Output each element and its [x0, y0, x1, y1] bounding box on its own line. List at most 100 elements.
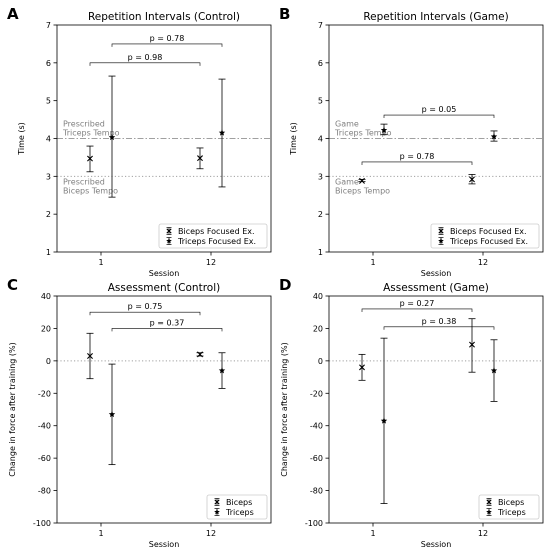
significance-bracket	[89, 62, 201, 66]
y-tick-label: 7	[318, 21, 323, 30]
y-tick-label: 4	[318, 135, 323, 144]
data-point-star	[490, 367, 498, 374]
significance-bracket	[111, 43, 223, 47]
data-point-x	[197, 351, 203, 358]
reference-label: Biceps Tempo	[335, 186, 390, 195]
data-point-star	[380, 417, 388, 424]
y-tick-label: 2	[46, 210, 51, 219]
y-tick-label: -100	[33, 519, 51, 528]
legend-entry: Biceps Focused Ex.	[450, 227, 527, 236]
y-tick-label: -60	[38, 454, 51, 463]
legend-box	[478, 494, 540, 520]
panel-d: D Assessment (Game) p = 0.27 p = 0.38 -100 -8…	[279, 276, 544, 549]
p-value-label: p = 0.05	[422, 105, 457, 114]
legend-entry: Triceps	[497, 508, 526, 517]
y-tick-label: 40	[41, 292, 51, 301]
significance-bracket	[89, 311, 201, 316]
panel-c: C Assessment (Control) p = 0.75 p = 0.37 -10…	[7, 276, 272, 549]
legend-marker-x	[438, 228, 444, 234]
x-axis-label: Session	[149, 269, 180, 278]
legend-box	[430, 223, 540, 249]
significance-bracket	[383, 326, 495, 330]
legend-box	[158, 223, 268, 249]
panel-letter: B	[279, 5, 290, 23]
y-tick-label: 6	[46, 59, 51, 68]
chart-title: Assessment (Control)	[108, 282, 220, 294]
reference-label: Prescribed	[63, 120, 105, 129]
y-tick-label: -40	[310, 422, 323, 431]
y-axis-label: Time (s)	[17, 122, 26, 156]
data-point-x	[469, 176, 475, 183]
y-axis-label: Change in force after training (%)	[280, 342, 289, 477]
reference-label: Triceps Tempo	[334, 129, 392, 138]
data-point-x	[359, 177, 365, 184]
legend-entry: Biceps	[498, 498, 524, 507]
legend-marker-x	[486, 499, 492, 505]
reference-label: Biceps Tempo	[63, 186, 118, 195]
reference-label: Game	[335, 177, 359, 186]
p-value-label: p = 0.98	[128, 53, 163, 62]
legend-marker-star	[486, 509, 492, 515]
legend-entry: Triceps	[225, 508, 254, 517]
panel-a: A Repetition Intervals (Control) Prescribe…	[7, 5, 272, 278]
p-value-label: p = 0.38	[422, 317, 457, 326]
data-point-x	[359, 364, 365, 371]
plot-frame	[56, 295, 272, 524]
x-tick-label: 12	[478, 529, 488, 538]
data-point-star	[218, 129, 226, 136]
p-value-label: p = 0.78	[400, 152, 435, 161]
y-axis-label: Change in force after training (%)	[8, 342, 17, 477]
data-point-star	[218, 367, 226, 374]
y-tick-label: -20	[310, 389, 323, 398]
chart-title: Repetition Intervals (Control)	[88, 11, 240, 23]
legend-marker-star	[166, 238, 172, 244]
y-tick-label: -80	[38, 487, 51, 496]
y-tick-label: 5	[46, 97, 51, 106]
y-tick-label: 40	[313, 292, 323, 301]
chart-title: Assessment (Game)	[383, 282, 489, 294]
data-point-x	[87, 155, 93, 162]
y-tick-label: 0	[318, 357, 323, 366]
legend: Biceps Focused Ex.Triceps Focused Ex.	[430, 223, 540, 249]
y-tick-label: 7	[46, 21, 51, 30]
y-tick-label: 3	[318, 172, 323, 181]
reference-label: Triceps Tempo	[62, 129, 120, 138]
x-axis-label: Session	[149, 540, 180, 549]
y-tick-label: 1	[46, 248, 51, 257]
data-point-star	[108, 410, 116, 418]
y-tick-label: 1	[318, 248, 323, 257]
y-tick-label: -20	[38, 389, 51, 398]
x-tick-label: 12	[478, 258, 488, 267]
legend-entry: Biceps Focused Ex.	[178, 227, 255, 236]
reference-label: Prescribed	[63, 177, 105, 186]
significance-bracket	[361, 161, 473, 165]
significance-bracket	[361, 308, 473, 312]
significance-bracket	[111, 328, 223, 332]
legend-marker-star	[214, 509, 220, 515]
data-point-star	[380, 126, 388, 133]
y-tick-label: -60	[310, 454, 323, 463]
p-value-label: p = 0.78	[150, 34, 185, 43]
y-tick-label: -80	[310, 487, 323, 496]
data-point-star	[490, 133, 498, 140]
panel-letter: D	[279, 276, 291, 294]
chart-title: Repetition Intervals (Game)	[363, 11, 508, 23]
y-tick-label: 5	[318, 97, 323, 106]
y-tick-label: 0	[46, 357, 51, 366]
y-tick-label: -40	[38, 422, 51, 431]
y-tick-label: 4	[46, 135, 51, 144]
panel-letter: A	[7, 5, 19, 23]
y-tick-label: 3	[46, 172, 51, 181]
data-point-x	[469, 341, 475, 348]
legend-marker-x	[214, 499, 220, 505]
legend: Biceps Focused Ex.Triceps Focused Ex.	[158, 223, 268, 249]
data-point-x	[197, 155, 203, 162]
p-value-label: p = 0.27	[400, 299, 435, 308]
legend-box	[206, 494, 268, 520]
plot-frame	[328, 295, 544, 524]
significance-bracket	[383, 114, 495, 119]
x-tick-label: 1	[98, 258, 103, 267]
